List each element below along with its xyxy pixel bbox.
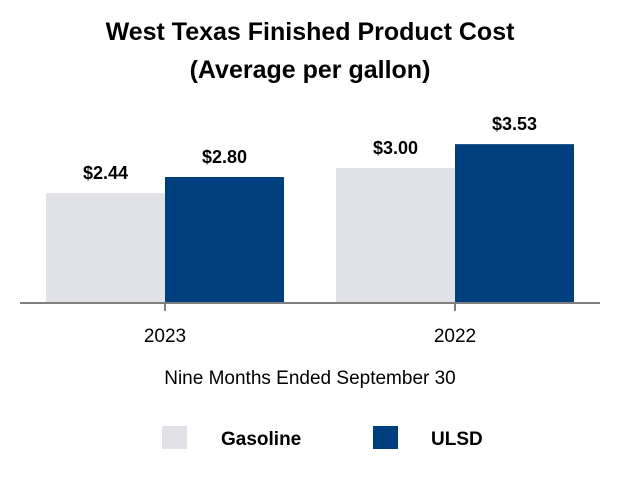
legend-swatch-gasoline [162,426,187,449]
bar-gasoline-2023 [46,193,165,303]
x-tick-label-2022: 2022 [434,326,476,347]
legend-label-gasoline: Gasoline [221,429,301,450]
data-label-gasoline-2022: $3.00 [373,138,418,158]
data-label-gasoline-2023: $2.44 [83,163,128,183]
x-tick-label-2023: 2023 [144,326,186,347]
bar-ulsd-2023 [165,177,284,303]
data-label-ulsd-2022: $3.53 [492,114,537,134]
x-axis-title: Nine Months Ended September 30 [164,368,456,389]
data-label-ulsd-2023: $2.80 [202,147,247,167]
legend-swatch-ulsd [373,426,398,449]
bar-ulsd-2022 [455,144,574,303]
legend-label-ulsd: ULSD [431,429,483,450]
bar-gasoline-2022 [336,168,455,303]
x-ticks-group: 2023 2022 [144,303,476,347]
bars-group [46,144,574,303]
bar-labels-group: $2.44 $2.80 $3.00 $3.53 [83,114,537,183]
chart-subtitle: (Average per gallon) [190,56,431,84]
chart-title: West Texas Finished Product Cost [106,18,516,46]
legend: Gasoline ULSD [162,426,483,450]
